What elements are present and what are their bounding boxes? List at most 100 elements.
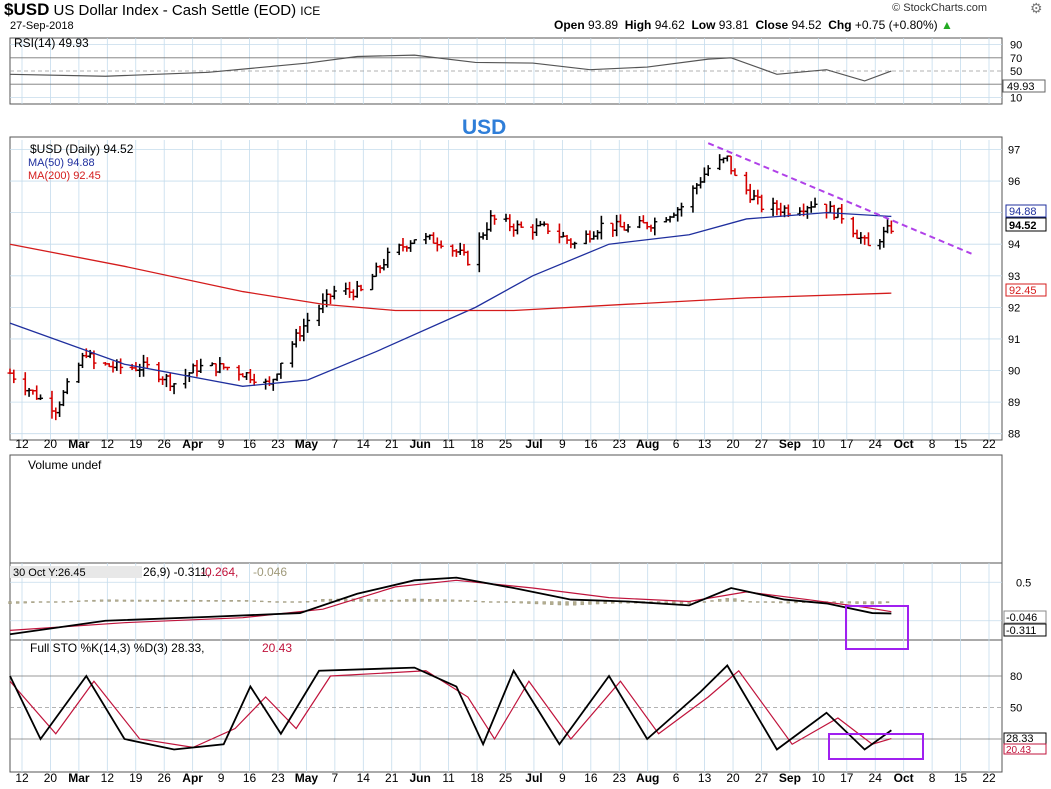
- brand-logo[interactable]: © StockCharts.com: [892, 2, 987, 14]
- macd-hist-bar: [290, 601, 294, 603]
- macd-hist-bar: [481, 601, 485, 603]
- macd-hist-bar: [786, 601, 790, 604]
- macd-hist-bar: [382, 599, 386, 602]
- macd-hist-bar: [252, 600, 256, 602]
- macd-hist-bar: [489, 601, 493, 603]
- macd-hist-bar: [31, 601, 35, 603]
- chart-title: $USD US Dollar Index - Cash Settle (EOD)…: [4, 0, 320, 20]
- svg-text:20.43: 20.43: [1006, 745, 1031, 756]
- macd-hist-bar: [199, 599, 203, 602]
- macd-hist-bar: [160, 599, 165, 602]
- macd-hist-bar: [84, 600, 88, 602]
- macd-hist-bar: [420, 598, 424, 602]
- x-tick-label: 19: [129, 437, 143, 451]
- macd-hist-bar: [794, 601, 798, 604]
- exchange: ICE: [300, 4, 321, 18]
- x-tick-label: Apr: [182, 437, 203, 451]
- macd-legend-bg: [10, 566, 142, 578]
- macd-hist-bar: [595, 601, 600, 605]
- macd-hist-bar: [61, 601, 66, 603]
- macd-hist-bar: [527, 601, 531, 604]
- macd-panel: 0.5-0.5: [8, 576, 1035, 636]
- macd-tick-label: 0.5: [1016, 577, 1031, 589]
- svg-text:-0.311: -0.311: [1006, 625, 1036, 637]
- macd-hist-bar: [473, 600, 478, 602]
- macd-value-flag: -0.311: [1003, 623, 1047, 637]
- x-tick-label: 20: [44, 771, 58, 785]
- x-tick-label: Mar: [68, 437, 90, 451]
- macd-hist-bar: [428, 599, 432, 602]
- macd-hist-bar: [870, 601, 874, 605]
- macd-hist-bar: [92, 599, 96, 602]
- x-tick-label: 13: [698, 771, 712, 785]
- price-panel: 88899091929394959697: [7, 142, 1020, 441]
- x-tick-label: 16: [584, 437, 598, 451]
- close-value: 94.52: [791, 18, 822, 32]
- x-tick-label: May: [295, 437, 319, 451]
- x-tick-label: Sep: [779, 771, 801, 785]
- x-tick-label: 17: [840, 771, 854, 785]
- macd-hist-bar: [366, 598, 371, 602]
- macd-hist-bar: [534, 601, 539, 605]
- sto-d-line: [9, 669, 892, 749]
- chart-date: 27-Sep-2018: [10, 20, 74, 32]
- macd-hist-bar: [603, 601, 607, 604]
- x-tick-label: 9: [218, 771, 225, 785]
- macd-hist-bar: [565, 601, 569, 606]
- x-tick-label: 26: [158, 437, 172, 451]
- y-tick-label: 89: [1008, 397, 1020, 409]
- sto-d-flag: 20.43: [1003, 743, 1047, 756]
- macd-hist-bar: [862, 601, 867, 605]
- macd-hist-bar: [550, 601, 554, 605]
- x-tick-label: 27: [755, 771, 769, 785]
- x-tick-label: 24: [869, 771, 883, 785]
- low-value: 93.81: [718, 18, 749, 32]
- macd-hist-bar: [748, 601, 752, 603]
- rsi-legend: RSI(14) 49.93: [14, 36, 89, 50]
- sto-tick-label: 80: [1010, 671, 1022, 683]
- macd-legend-signal: -0.264,: [201, 565, 238, 579]
- sto-legend-k: Full STO %K(14,3) %D(3) 28.33,: [30, 641, 205, 655]
- macd-hist-bar: [779, 601, 783, 604]
- x-tick-label: Apr: [182, 771, 203, 785]
- sto-highlight-box: [828, 733, 924, 760]
- rsi-tick-label: 50: [1010, 66, 1022, 78]
- macd-hist-bar: [466, 600, 470, 602]
- x-tick-label: Oct: [894, 771, 914, 785]
- svg-text:94.88: 94.88: [1009, 206, 1037, 218]
- ma50-value-flag: 94.88: [1005, 204, 1047, 218]
- x-tick-label: 14: [357, 771, 371, 785]
- macd-hist-bar: [450, 599, 455, 602]
- macd-hist-bar: [359, 598, 363, 602]
- macd-hist-bar: [321, 599, 325, 602]
- x-tick-label: 13: [698, 437, 712, 451]
- x-tick-label: Sep: [779, 437, 801, 451]
- svg-text:94.52: 94.52: [1009, 220, 1037, 232]
- change-value: +0.75 (+0.80%): [854, 18, 938, 32]
- macd-hist-bar: [46, 601, 50, 603]
- x-tick-label: Mar: [68, 771, 90, 785]
- macd-hist-bar: [191, 599, 195, 602]
- macd-legend-hist: -0.046: [253, 565, 287, 579]
- macd-hist-bar: [130, 599, 134, 602]
- macd-hist-bar: [260, 600, 264, 603]
- macd-hist-bar: [412, 598, 417, 602]
- sto-k-flag: 28.33: [1003, 732, 1047, 745]
- high-value: 94.62: [654, 18, 685, 32]
- macd-hist-bar: [679, 601, 684, 604]
- macd-hist-bar: [8, 601, 12, 604]
- macd-hist-bar: [557, 601, 562, 606]
- ma200-line: [9, 243, 892, 312]
- macd-hist-bar: [267, 601, 272, 603]
- gear-icon[interactable]: ⚙: [1030, 0, 1043, 16]
- macd-hist-bar: [23, 601, 27, 604]
- x-tick-label: 26: [158, 771, 172, 785]
- macd-hist-bar: [588, 601, 592, 605]
- macd-hist-bar: [878, 601, 882, 604]
- macd-hist-bar: [855, 601, 859, 604]
- macd-hist-bar: [229, 600, 233, 602]
- macd-legend-tail: 26,9) -0.311,: [143, 565, 210, 579]
- x-tick-label: Oct: [894, 437, 914, 451]
- usd-annotation: USD: [462, 116, 506, 139]
